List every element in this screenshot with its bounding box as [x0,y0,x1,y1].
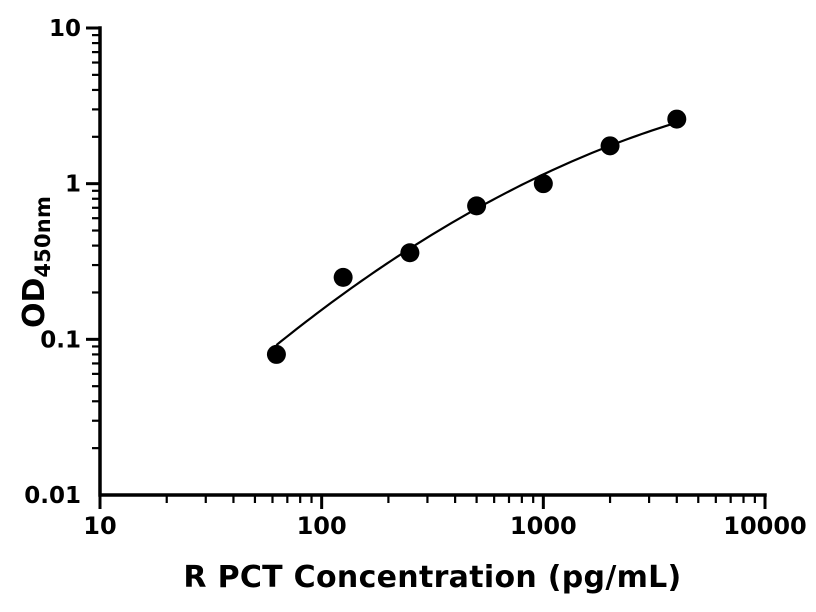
x-tick-label: 10 [83,512,116,540]
y-tick-label: 1 [65,172,81,198]
data-point [400,243,420,263]
y-axis-title: OD450nm [17,196,55,328]
x-axis-title: R PCT Concentration (pg/mL) [183,560,682,595]
data-point [600,136,620,156]
x-tick-label: 10000 [723,512,807,540]
fit-curve [275,121,678,346]
data-point [467,196,487,216]
axes-spines [98,26,767,497]
data-point [266,344,286,364]
y-tick-label: 0.01 [24,483,81,509]
y-tick-label: 0.1 [40,327,81,353]
y-axis-title-main: OD [17,277,52,329]
data-point [533,174,553,194]
x-tick-label: 1000 [510,512,577,540]
y-axis-title-subscript: 450nm [31,195,55,278]
data-point [333,267,353,287]
y-tick-label: 10 [49,16,81,42]
data-point [667,109,687,129]
x-tick-label: 100 [297,512,347,540]
